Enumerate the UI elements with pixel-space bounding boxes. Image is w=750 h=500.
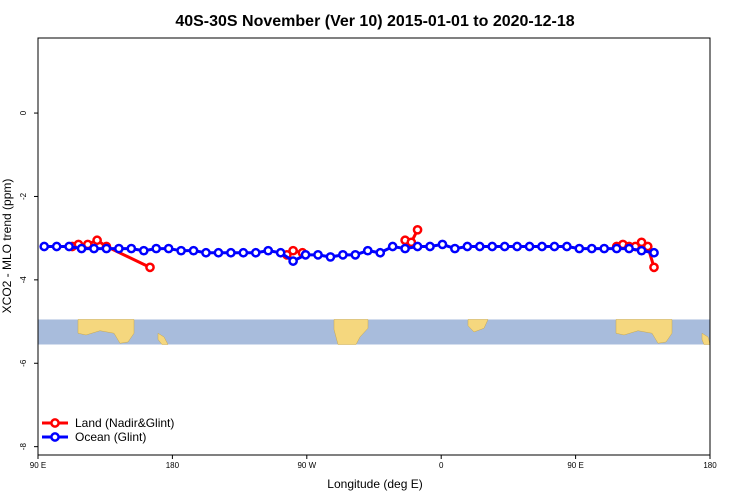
x-tick-label: 0	[439, 461, 444, 470]
data-point	[151, 243, 162, 254]
data-point	[387, 241, 398, 252]
plot-frame	[37, 37, 711, 456]
data-point	[238, 247, 249, 258]
data-point	[562, 241, 572, 252]
data-point	[549, 241, 560, 252]
australia-landmass	[77, 319, 135, 344]
data-point	[64, 241, 74, 252]
data-point	[145, 262, 155, 273]
data-point	[611, 243, 622, 254]
data-point	[450, 243, 460, 254]
x-tick-label: 90 E	[30, 461, 46, 470]
y-tick-label: -2	[19, 192, 28, 200]
legend-marker	[50, 432, 60, 442]
legend-label: Land (Nadir&Glint)	[75, 416, 174, 430]
south-africa-landmass	[467, 319, 489, 333]
data-point	[275, 247, 286, 258]
data-point	[437, 239, 448, 250]
ocean-band	[38, 319, 710, 345]
new-zealand-landmass	[157, 332, 169, 345]
data-point	[412, 241, 423, 252]
data-point	[462, 241, 473, 252]
data-point	[213, 247, 224, 258]
data-point	[574, 243, 585, 254]
new-zealand-landmass	[701, 332, 711, 345]
data-point	[375, 247, 386, 258]
data-point	[425, 241, 435, 252]
data-point	[406, 237, 417, 248]
data-point	[487, 241, 498, 252]
data-point	[163, 243, 174, 254]
data-point	[512, 241, 522, 252]
data-point	[649, 262, 659, 273]
y-tick-label: -4	[19, 276, 28, 284]
data-point	[649, 247, 659, 258]
data-point	[474, 241, 485, 252]
data-point	[288, 256, 298, 266]
legend-label: Ocean (Glint)	[75, 430, 146, 444]
data-point	[624, 243, 634, 254]
data-point	[636, 245, 647, 256]
data-point	[188, 245, 199, 256]
data-point	[250, 247, 261, 258]
series-layer	[39, 224, 659, 273]
data-point	[412, 224, 423, 235]
data-point	[92, 235, 102, 246]
data-point	[226, 247, 236, 258]
data-point	[524, 241, 535, 252]
data-point	[114, 243, 124, 254]
data-point	[101, 243, 112, 254]
data-point	[350, 249, 361, 260]
data-point	[362, 245, 373, 256]
australia-landmass	[615, 319, 673, 344]
y-tick-label: -6	[19, 359, 28, 367]
x-tick-label: 180	[166, 461, 180, 470]
data-point	[300, 249, 311, 260]
data-point	[642, 241, 653, 252]
data-point	[325, 252, 336, 262]
legend: Land (Nadir&Glint)Ocean (Glint)	[42, 416, 174, 444]
data-point	[89, 243, 99, 254]
south-america-landmass	[333, 319, 369, 345]
x-tick-label: 90 W	[297, 461, 316, 470]
data-point	[537, 241, 547, 252]
coastline-map-band	[38, 319, 711, 345]
y-tick-label: 0	[19, 110, 28, 115]
data-point	[76, 243, 87, 254]
y-tick-label: -8	[19, 443, 28, 451]
x-axis-title: Longitude (deg E)	[327, 477, 422, 491]
data-point	[338, 249, 348, 260]
data-point	[39, 241, 50, 252]
y-axis: 0 -2 -4 -6 -8	[19, 110, 38, 450]
data-point	[499, 241, 510, 252]
data-point	[288, 245, 298, 256]
data-point	[176, 245, 186, 256]
data-point	[51, 241, 62, 252]
chart-title: 40S-30S November (Ver 10) 2015-01-01 to …	[175, 13, 574, 30]
data-point	[400, 243, 410, 254]
y-axis-title: XCO2 - MLO trend (ppm)	[0, 179, 14, 314]
x-tick-label: 180	[703, 461, 717, 470]
data-point	[126, 243, 137, 254]
x-axis: 90 E 180 90 W 0 90 E 180	[30, 455, 717, 470]
data-point	[586, 243, 597, 254]
data-point	[599, 243, 610, 254]
data-point	[313, 249, 323, 260]
x-tick-label: 90 E	[567, 461, 583, 470]
data-point	[201, 247, 211, 258]
data-point	[138, 245, 149, 256]
data-point	[263, 245, 274, 256]
series-ocean	[39, 239, 659, 266]
legend-marker	[50, 418, 60, 428]
